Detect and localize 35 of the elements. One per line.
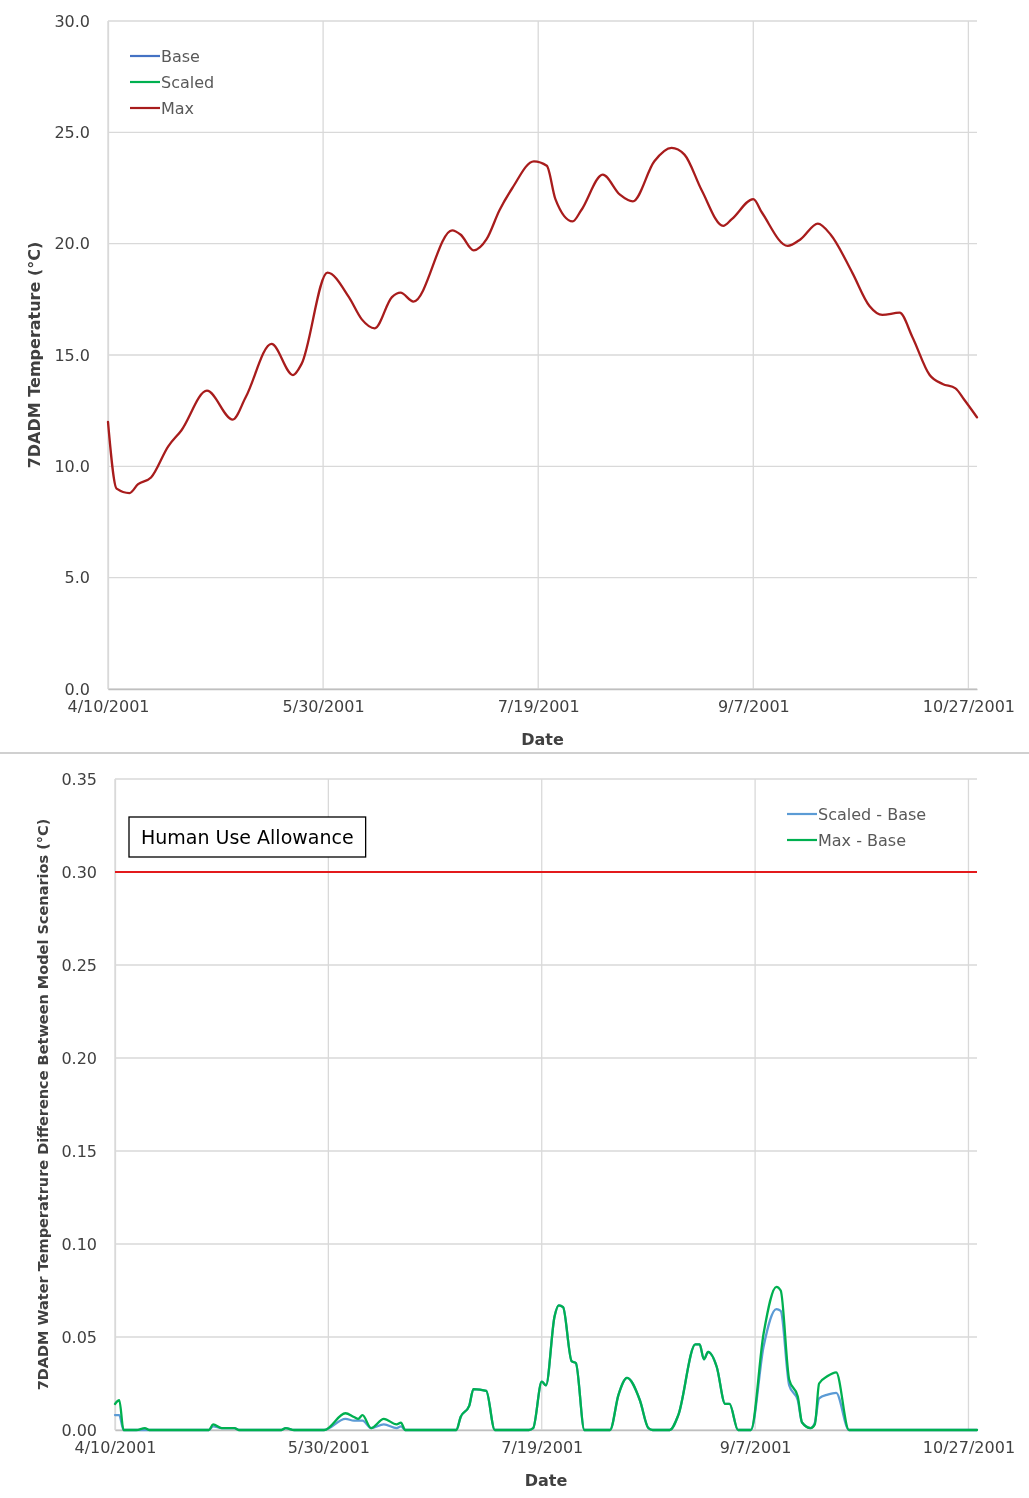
y-tick-label: 30.0 xyxy=(54,11,90,31)
x-tick-label: 10/27/2001 xyxy=(922,697,1016,717)
legend-label: Scaled - Base xyxy=(818,805,927,824)
y-tick-label: 0.15 xyxy=(61,1141,97,1161)
x-tick-label: 7/19/2001 xyxy=(501,1438,584,1458)
y-tick-label: 0.0 xyxy=(64,679,90,699)
y-tick-label: 5.0 xyxy=(64,568,90,588)
x-tick-label: 4/10/2001 xyxy=(67,697,150,717)
y-axis-title: 7DADM Temperature (°C) xyxy=(25,241,44,469)
annotation: Human Use Allowance xyxy=(141,826,354,848)
y-tick-label: 10.0 xyxy=(54,456,90,476)
legend-label: Scaled xyxy=(161,73,215,92)
x-tick-label: 9/7/2001 xyxy=(717,697,790,717)
legend-label: Max xyxy=(161,99,195,118)
y-tick-label: 0.10 xyxy=(61,1234,97,1254)
y-tick-label: 25.0 xyxy=(54,122,90,142)
legend-label: Base xyxy=(161,47,200,66)
y-tick-label: 0.20 xyxy=(61,1048,97,1068)
legend-label: Max - Base xyxy=(818,831,906,850)
x-axis-title: Date xyxy=(524,1471,568,1490)
x-tick-label: 4/10/2001 xyxy=(74,1438,157,1458)
x-tick-label: 7/19/2001 xyxy=(497,697,580,717)
y-tick-label: 0.00 xyxy=(61,1420,97,1440)
y-tick-label: 0.25 xyxy=(61,955,97,975)
x-axis-title: Date xyxy=(521,730,564,749)
x-tick-label: 9/7/2001 xyxy=(719,1438,792,1458)
y-tick-label: 0.30 xyxy=(61,862,97,882)
x-tick-label: 10/27/2001 xyxy=(922,1438,1016,1458)
y-tick-label: 20.0 xyxy=(54,234,90,254)
y-tick-label: 0.05 xyxy=(61,1327,97,1347)
y-tick-label: 0.35 xyxy=(61,769,97,789)
x-tick-label: 5/30/2001 xyxy=(287,1438,370,1458)
y-tick-label: 15.0 xyxy=(54,345,90,365)
x-tick-label: 5/30/2001 xyxy=(282,697,365,717)
y-axis-title: 7DADM Water Temperatrure Difference Between Model Scenarios (°C) xyxy=(35,818,51,1391)
